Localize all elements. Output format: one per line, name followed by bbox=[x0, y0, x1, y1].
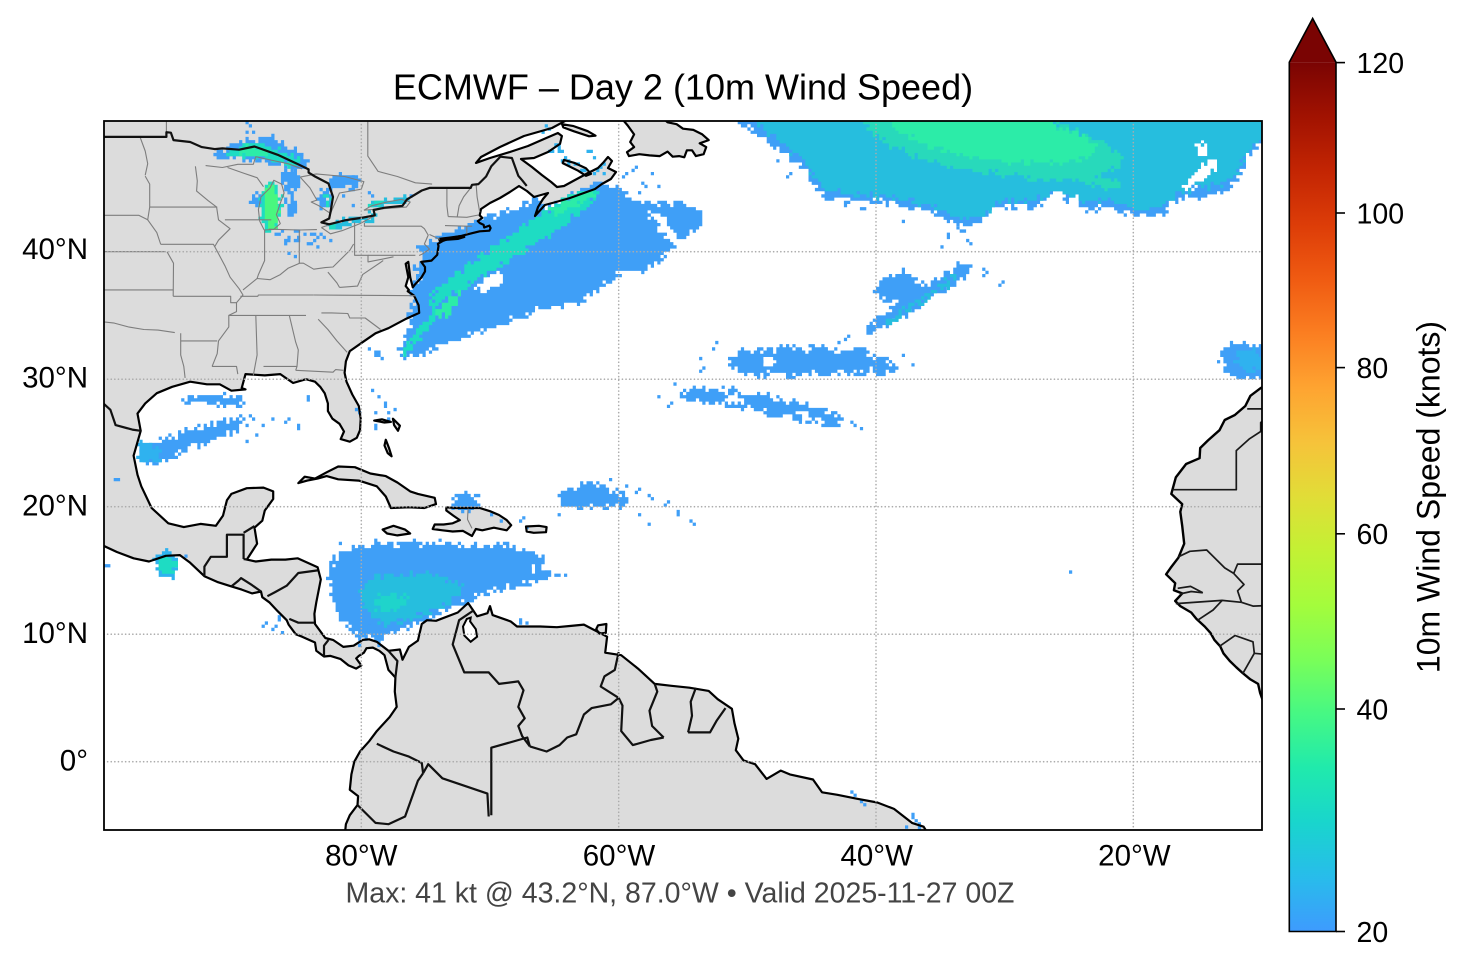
svg-text:10°N: 10°N bbox=[22, 617, 88, 650]
svg-text:60°W: 60°W bbox=[583, 840, 656, 873]
svg-text:80°W: 80°W bbox=[325, 840, 398, 873]
svg-text:0°: 0° bbox=[60, 745, 88, 778]
svg-text:60: 60 bbox=[1357, 519, 1389, 551]
svg-text:20°N: 20°N bbox=[22, 490, 88, 523]
svg-text:40°N: 40°N bbox=[22, 233, 88, 266]
svg-text:ECMWF – Day 2 (10m Wind Speed): ECMWF – Day 2 (10m Wind Speed) bbox=[393, 67, 973, 108]
svg-text:100: 100 bbox=[1357, 198, 1405, 230]
svg-text:120: 120 bbox=[1357, 48, 1405, 80]
svg-text:30°N: 30°N bbox=[22, 362, 88, 395]
svg-text:40°W: 40°W bbox=[840, 840, 913, 873]
svg-text:20°W: 20°W bbox=[1098, 840, 1171, 873]
svg-text:Max: 41 kt @ 43.2°N, 87.0°W •: Max: 41 kt @ 43.2°N, 87.0°W • Valid 2025… bbox=[346, 878, 1015, 910]
svg-text:40: 40 bbox=[1357, 694, 1389, 726]
svg-text:20: 20 bbox=[1357, 917, 1389, 949]
svg-text:80: 80 bbox=[1357, 353, 1389, 385]
svg-text:10m Wind Speed (knots): 10m Wind Speed (knots) bbox=[1411, 321, 1447, 673]
